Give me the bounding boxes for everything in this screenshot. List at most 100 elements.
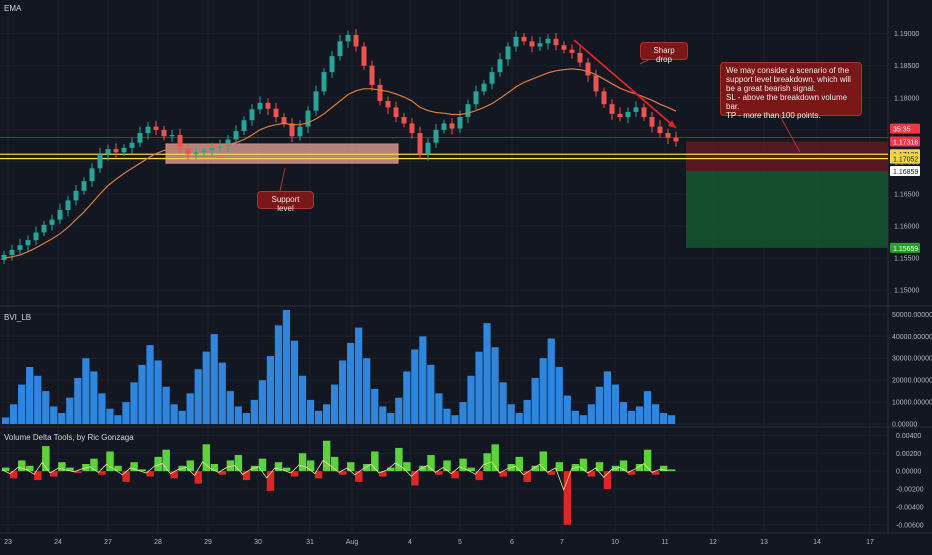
time-axis-label: 30 — [254, 539, 262, 546]
candle-body — [57, 210, 63, 220]
volume-bar — [523, 399, 531, 424]
delta-bar — [595, 462, 604, 472]
candle-body — [505, 46, 511, 60]
volume-bar — [194, 369, 202, 424]
volume-bar — [90, 371, 98, 424]
delta-bar — [419, 465, 427, 472]
volume-bar — [619, 402, 628, 424]
delta-bar — [210, 464, 219, 472]
candle-body — [305, 110, 311, 127]
candle-body — [345, 34, 351, 42]
volume-bar — [595, 386, 603, 424]
candle-body — [225, 139, 231, 146]
delta-bar — [435, 471, 443, 475]
candle-body — [153, 126, 159, 130]
delta-bar — [451, 471, 459, 479]
vdt-axis-tick: 0.00400 — [896, 433, 921, 440]
delta-bar — [306, 460, 315, 472]
candle-body — [201, 150, 207, 153]
volume-bar — [435, 393, 443, 424]
candle-body — [49, 219, 55, 225]
volume-bar — [659, 413, 668, 424]
volume-bar — [122, 402, 130, 424]
volume-bar — [467, 375, 475, 424]
candle-body — [649, 117, 655, 127]
volume-bar — [379, 406, 387, 424]
volume-bar — [98, 393, 106, 424]
delta-bar — [58, 462, 66, 472]
volume-bar — [18, 384, 26, 424]
volume-bar — [411, 349, 419, 424]
volume-bar — [66, 397, 74, 424]
volume-bar — [258, 380, 266, 424]
volume-bar — [507, 404, 515, 424]
delta-bar — [170, 471, 178, 479]
candle-body — [217, 145, 223, 148]
volume-bar — [290, 340, 299, 424]
volume-bar — [611, 384, 620, 424]
vdt-axis-tick: 0.00200 — [896, 451, 921, 458]
delta-bar — [635, 464, 644, 472]
candle-body — [233, 131, 239, 140]
candle-body — [73, 190, 79, 201]
candle-body — [17, 245, 23, 250]
candle-body — [33, 232, 39, 241]
volume-bar — [298, 375, 307, 424]
delta-bar — [282, 467, 291, 472]
delta-bar — [98, 471, 106, 475]
volume-bar — [82, 358, 90, 424]
price-axis-tick: 1.18500 — [894, 63, 919, 70]
time-axis-label: 23 — [4, 539, 12, 546]
candle-body — [185, 149, 191, 155]
candle-body — [369, 65, 375, 85]
delta-bar — [18, 460, 26, 472]
candle-body — [481, 83, 487, 92]
candle-body — [81, 181, 87, 191]
delta-bar — [563, 471, 572, 525]
volume-bar — [282, 310, 291, 424]
delta-bar — [403, 462, 411, 472]
candle-body — [297, 126, 303, 137]
volume-bar — [363, 358, 371, 424]
delta-bar — [355, 471, 363, 482]
candle-body — [449, 123, 455, 129]
volume-bar — [547, 338, 555, 424]
candle-body — [249, 109, 255, 121]
time-axis-label: 27 — [104, 539, 112, 546]
delta-bar — [523, 471, 531, 482]
volume-bar — [515, 413, 523, 424]
delta-bar — [627, 471, 636, 475]
volume-bar — [114, 415, 122, 424]
time-axis-label: 10 — [611, 539, 619, 546]
main-pane-label: EMA — [4, 4, 22, 13]
arrow-head — [668, 120, 676, 128]
volume-bar — [451, 415, 459, 424]
candle-body — [337, 41, 343, 57]
volume-bar — [339, 360, 347, 424]
delta-bar — [74, 471, 82, 473]
volume-bar — [170, 404, 178, 424]
time-axis-label: 4 — [408, 539, 412, 546]
candle-body — [89, 168, 95, 182]
scenario-callout: We may consider a scenario of the suppor… — [720, 62, 862, 120]
time-axis-label: Aug — [346, 539, 359, 546]
volume-bar — [419, 336, 427, 424]
take-profit-zone — [686, 170, 888, 248]
candle-body — [625, 111, 631, 118]
bvi-axis-tick: 0.00000 — [892, 422, 917, 429]
sharp-drop-arrow — [573, 39, 677, 129]
candle-body — [289, 123, 295, 137]
volume-bar — [403, 371, 411, 424]
time-axis-label: 28 — [154, 539, 162, 546]
candle-body — [617, 113, 623, 118]
candle-body — [193, 152, 199, 155]
time-axis-label: 6 — [510, 539, 514, 546]
delta-bar — [475, 471, 483, 481]
time-axis-label: 31 — [306, 539, 314, 546]
candle-body — [465, 104, 471, 118]
delta-bar — [34, 471, 42, 481]
volume-bar — [330, 384, 339, 424]
volume-bar — [130, 382, 138, 424]
delta-bar — [579, 458, 588, 472]
